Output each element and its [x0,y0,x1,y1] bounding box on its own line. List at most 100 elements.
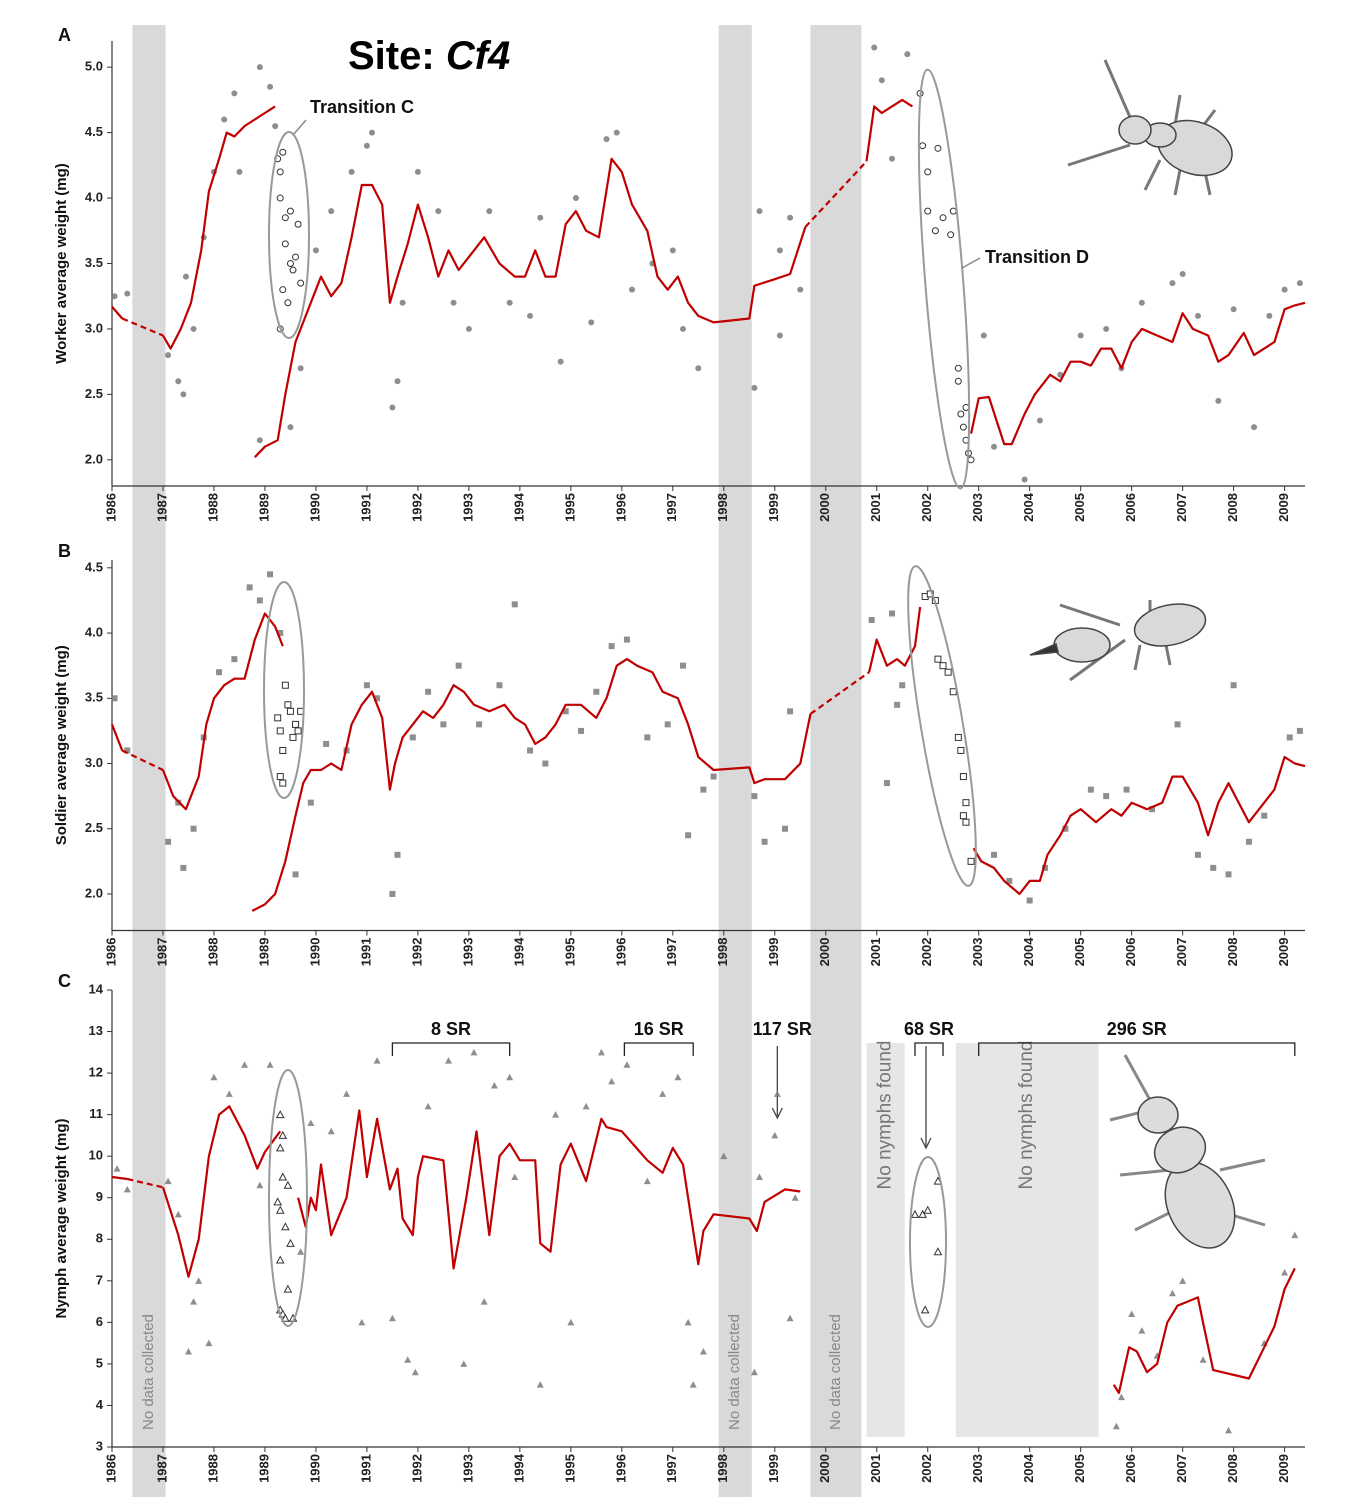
point [511,601,518,608]
point [1225,1426,1233,1434]
x-tick-label: 2003 [970,493,985,522]
point [275,1205,285,1214]
x-tick-label: 1999 [766,1454,781,1483]
x-tick-label: 2008 [1225,493,1240,522]
point [1225,871,1232,878]
trend-line [110,606,1306,912]
point [256,437,263,444]
point [889,610,896,617]
point [1281,1269,1289,1276]
x-tick-label: 2000 [817,938,832,967]
annotation: Transition C [310,97,414,117]
point [597,1048,605,1056]
point [1062,825,1069,832]
point [536,1381,544,1388]
y-tick-label: 13 [89,1023,103,1038]
point [644,734,651,741]
point [967,857,975,865]
x-tick-label: 1986 [103,938,118,967]
point [755,1173,763,1180]
x-tick-label: 2005 [1072,493,1087,522]
point [414,168,421,175]
point [278,1172,288,1181]
y-tick-label: 2.5 [85,820,103,835]
point [275,1110,285,1119]
point [511,1173,519,1180]
y-tick-label: 7 [96,1272,103,1287]
point [1281,286,1288,293]
x-tick-label: 2001 [868,1454,883,1483]
point [1296,727,1303,734]
sr-bracket [914,1042,944,1056]
point [750,1368,758,1376]
point [284,701,292,709]
panel-label: C [58,971,71,991]
point [294,220,302,228]
point [1103,793,1110,800]
point [369,129,376,136]
x-tick-label: 1992 [409,1454,424,1483]
leader-line [961,257,981,269]
x-tick-label: 1987 [154,1454,169,1483]
point [899,682,906,689]
point [527,747,534,754]
point [1266,312,1273,319]
point [284,299,292,307]
point [1251,424,1258,431]
x-tick-label: 1993 [460,938,475,967]
point [231,656,238,663]
title-prefix: Site: [348,34,435,78]
point [773,1090,781,1097]
x-tick-label: 2005 [1072,938,1087,967]
panel: No nymphs found No nymphs found No data co… [53,971,1305,1483]
point [165,352,172,359]
point [394,378,401,385]
point [281,1222,290,1231]
point [1286,734,1293,741]
point [312,247,319,254]
point [490,1082,498,1089]
point [781,825,788,832]
point [537,214,544,221]
point [281,681,289,689]
y-tick-label: 2.0 [85,885,103,900]
point [695,365,702,372]
shaded-periods [132,25,862,1497]
point [506,299,513,306]
x-tick-label: 1992 [409,938,424,967]
point [267,571,274,578]
point [404,1356,412,1363]
sr-label: 117 SR [753,1019,812,1039]
cohort-ellipse [909,1156,947,1328]
point [266,1061,274,1068]
point [276,168,284,176]
y-tick-label: 11 [89,1106,103,1121]
point [124,747,131,754]
point [389,890,396,897]
point [496,682,503,689]
point [411,1368,419,1376]
point [608,1077,616,1085]
period-label: No data collected [827,1314,844,1430]
point [1138,1327,1146,1334]
soldier-illustration [1029,600,1207,682]
x-tick-label: 1987 [154,938,169,967]
point [582,1102,590,1110]
point [279,779,287,787]
point [279,148,287,156]
point [962,799,970,807]
y-tick-label: 14 [89,981,104,996]
point [164,1177,172,1185]
point [444,1057,452,1064]
point [1117,1393,1125,1401]
point [1123,786,1130,793]
point [275,1255,285,1264]
x-tick-label: 1988 [205,1454,220,1483]
x-tick-label: 1986 [103,1454,118,1483]
point [910,1209,920,1218]
no-nymph-region [866,1043,905,1437]
point [276,194,284,202]
point [281,214,289,222]
point [1112,1422,1120,1430]
point [348,168,355,175]
